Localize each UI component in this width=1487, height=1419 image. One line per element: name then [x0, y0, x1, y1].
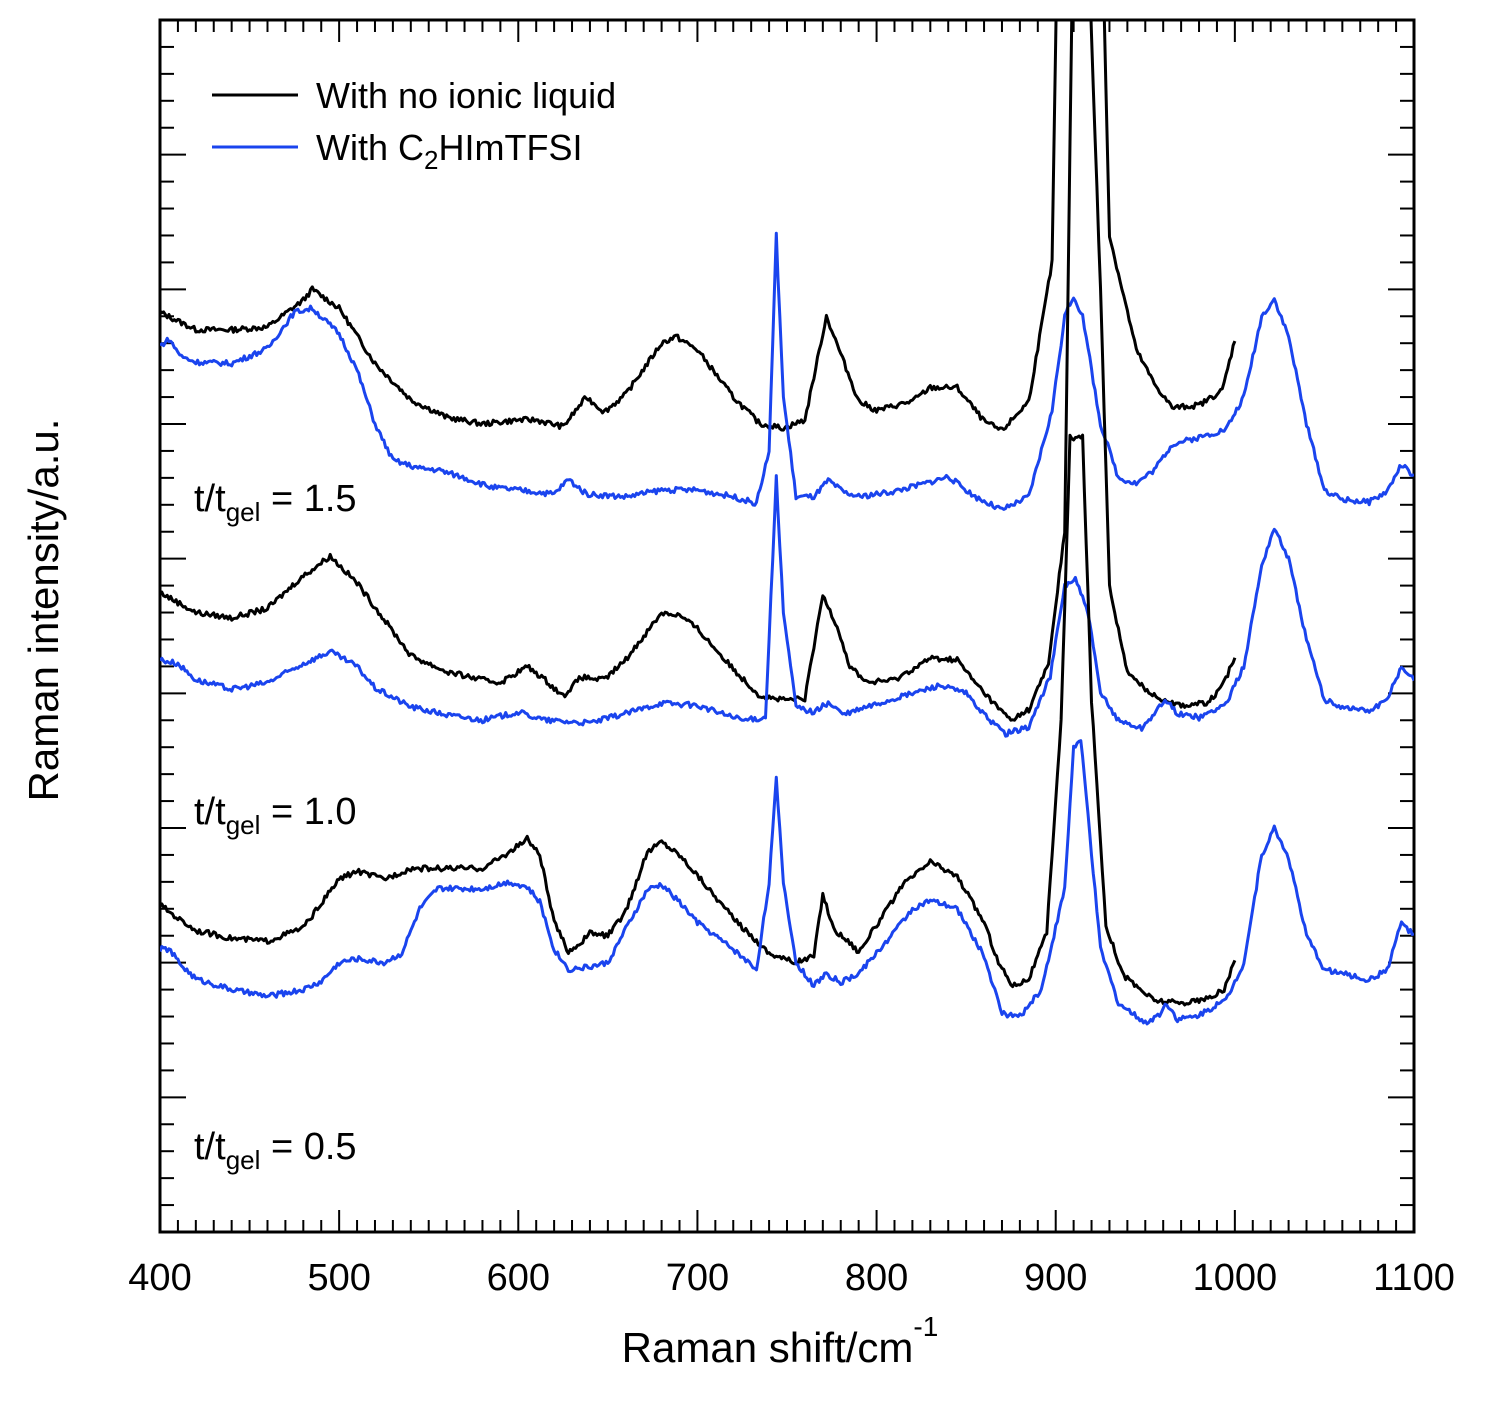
annotation-t05-prefix: t/t	[194, 1126, 226, 1168]
annotation-t05-suffix: = 0.5	[260, 1126, 356, 1168]
annotation-t10: t/tgel = 1.0	[194, 791, 357, 840]
legend-label-black: With no ionic liquid	[316, 75, 616, 116]
x-tick-label-500: 500	[307, 1257, 370, 1299]
annotation-t15: t/tgel = 1.5	[194, 478, 357, 527]
annotation-t15-sub: gel	[226, 497, 261, 527]
legend-label-blue-main: With C	[316, 127, 424, 168]
x-tick-label-1000: 1000	[1193, 1257, 1278, 1299]
series-line-blue_t1.5	[160, 231, 1414, 511]
series-line-blue_t1.0	[160, 474, 1414, 738]
series-layer	[160, 20, 1414, 1026]
annotation-t05-sub: gel	[226, 1145, 261, 1175]
x-tick-label-900: 900	[1024, 1257, 1087, 1299]
x-tick-label-400: 400	[128, 1257, 191, 1299]
legend-label-blue: With C2HImTFSI	[316, 127, 582, 175]
x-tick-label-800: 800	[845, 1257, 908, 1299]
x-tick-label-700: 700	[666, 1257, 729, 1299]
series-line-black_t1.0	[160, 20, 1237, 722]
x-axis-title-superscript: -1	[913, 1311, 938, 1342]
y-axis-title: Raman intensity/a.u.	[20, 419, 67, 802]
annotation-t10-suffix: = 1.0	[260, 791, 356, 833]
series-line-black_t1.5	[160, 20, 1237, 432]
legend-label-blue-sub: 2	[424, 145, 438, 175]
x-axis-title: Raman shift/cm-1	[622, 1311, 939, 1371]
series-line-black_t0.5	[160, 433, 1237, 1007]
legend: With no ionic liquid With C2HImTFSI	[212, 75, 616, 175]
annotation-t05: t/tgel = 0.5	[194, 1126, 357, 1175]
series-line-blue_t0.5	[160, 739, 1414, 1026]
x-tick-label-600: 600	[487, 1257, 550, 1299]
x-tick-label-1100: 1100	[1373, 1257, 1455, 1299]
annotations: t/tgel = 1.5 t/tgel = 1.0 t/tgel = 0.5	[194, 478, 357, 1175]
axis-ticks	[159, 19, 1415, 1233]
plot-area-border	[158, 18, 1416, 1234]
x-tick-labels: 400 500 600 700 800 900 1000 1100	[128, 1257, 1455, 1299]
plot-frame	[158, 18, 1416, 1234]
annotation-t15-suffix: = 1.5	[260, 478, 356, 520]
annotation-t10-prefix: t/t	[194, 791, 226, 833]
annotation-t10-sub: gel	[226, 810, 261, 840]
annotation-t15-prefix: t/t	[194, 478, 226, 520]
x-axis-title-main: Raman shift/cm	[622, 1324, 914, 1371]
legend-label-blue-rest: HImTFSI	[438, 127, 582, 168]
